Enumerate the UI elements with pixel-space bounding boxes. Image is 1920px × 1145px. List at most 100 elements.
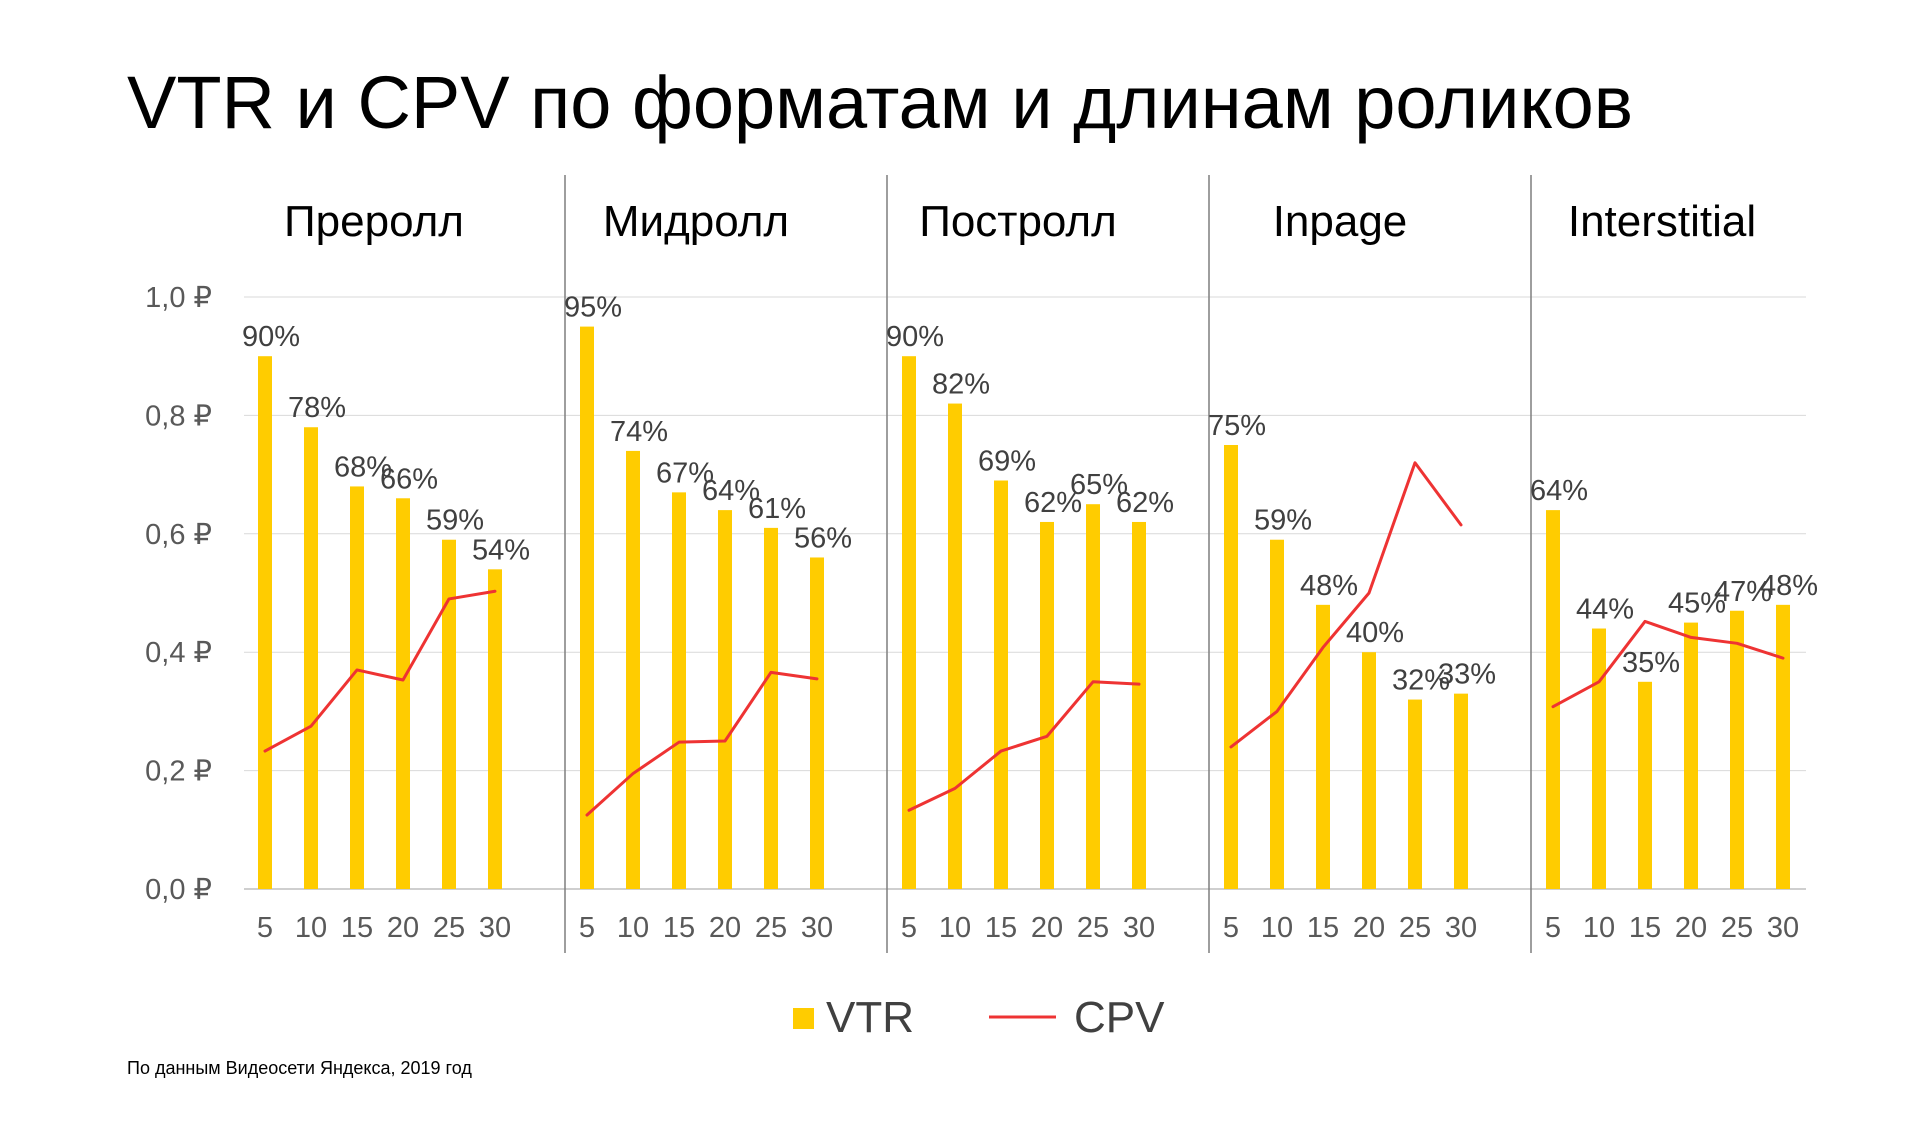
vtr-bar — [764, 527, 778, 889]
y-tick-label: 0,0 ₽ — [145, 874, 212, 906]
vtr-data-label: 47% — [1714, 576, 1772, 608]
vtr-data-label: 90% — [242, 321, 300, 353]
vtr-data-label: 75% — [1208, 410, 1266, 442]
x-tick-label: 10 — [1583, 912, 1615, 944]
page-title: VTR и CPV по форматам и длинам роликов — [127, 61, 1634, 144]
vtr-bar — [1224, 445, 1238, 889]
vtr-data-label: 32% — [1392, 665, 1450, 697]
vtr-bar — [304, 427, 318, 889]
vtr-data-label: 62% — [1116, 487, 1174, 519]
vtr-data-label: 44% — [1576, 594, 1634, 626]
vtr-bar — [1454, 693, 1468, 889]
y-tick-label: 0,4 ₽ — [145, 637, 212, 669]
x-tick-label: 20 — [1031, 912, 1063, 944]
panel-dividers — [564, 175, 1532, 953]
x-tick-label: 20 — [709, 912, 741, 944]
vtr-bar — [1040, 521, 1054, 889]
vtr-data-label: 95% — [564, 292, 622, 324]
gridlines — [244, 296, 1806, 890]
vtr-data-label: 56% — [794, 522, 852, 554]
y-tick-label: 0,8 ₽ — [145, 400, 212, 432]
vtr-data-label: 82% — [932, 369, 990, 401]
panel: Inpage 75% 59% 48% 40% 32%33% 5 10 15 20 25 30 — [1208, 197, 1496, 944]
legend-vtr-swatch — [793, 1008, 814, 1029]
legend-vtr-label: VTR — [826, 993, 914, 1042]
y-axis: 0,0 ₽ 0,2 ₽ 0,4 ₽ 0,6 ₽ 0,8 ₽ 1,0 ₽ — [145, 282, 212, 906]
vtr-bar — [1086, 504, 1100, 889]
vtr-data-label: 68% — [334, 451, 392, 483]
cpv-line — [907, 680, 1141, 812]
vtr-bar — [396, 498, 410, 889]
vtr-bar — [718, 510, 732, 889]
x-tick-label: 15 — [341, 912, 373, 944]
vtr-bar — [1684, 622, 1698, 889]
vtr-data-label: 90% — [886, 321, 944, 353]
x-tick-label: 10 — [295, 912, 327, 944]
x-tick-label: 30 — [1445, 912, 1477, 944]
cpv-line — [1229, 461, 1463, 749]
x-tick-label: 25 — [1399, 912, 1431, 944]
vtr-data-label: 48% — [1300, 570, 1358, 602]
x-tick-label: 10 — [939, 912, 971, 944]
panel-title: Преролл — [284, 197, 464, 246]
vtr-bar — [580, 326, 594, 890]
vtr-bar — [1132, 521, 1146, 889]
y-tick-label: 0,2 ₽ — [145, 756, 212, 788]
vtr-data-label: 64% — [1530, 475, 1588, 507]
vtr-data-label: 64% — [702, 475, 760, 507]
vtr-data-label: 59% — [1254, 505, 1312, 537]
vtr-bar — [1408, 699, 1422, 889]
x-tick-label: 5 — [257, 912, 273, 944]
vtr-data-label: 48% — [1760, 570, 1818, 602]
vtr-bar — [1270, 539, 1284, 889]
x-tick-label: 15 — [1629, 912, 1661, 944]
panel: Постролл 90% 82% 69% 62%65%62% 5 10 15 20 25 30 — [886, 197, 1174, 944]
x-tick-label: 25 — [755, 912, 787, 944]
panel: Мидролл 95% 74% 67%64%61%56% 5 10 15 20 25 30 — [564, 197, 852, 944]
vtr-data-label: 65% — [1070, 469, 1128, 501]
panel-title: Постролл — [919, 197, 1117, 246]
vtr-bar — [1592, 628, 1606, 889]
x-tick-label: 25 — [1077, 912, 1109, 944]
panel-title: Мидролл — [603, 197, 789, 246]
x-tick-label: 5 — [579, 912, 595, 944]
x-tick-label: 25 — [433, 912, 465, 944]
x-tick-label: 15 — [1307, 912, 1339, 944]
x-tick-label: 20 — [387, 912, 419, 944]
vtr-bar — [1316, 604, 1330, 889]
vtr-bar — [1362, 652, 1376, 889]
y-tick-label: 0,6 ₽ — [145, 519, 212, 551]
vtr-bar — [488, 569, 502, 889]
x-tick-label: 10 — [1261, 912, 1293, 944]
vtr-data-label: 59% — [426, 505, 484, 537]
vtr-data-label: 61% — [748, 493, 806, 525]
panel: Interstitial 64% 44% 35% 45%47%48% 5 10 15 20 25 3… — [1530, 197, 1818, 944]
x-tick-label: 10 — [617, 912, 649, 944]
vtr-data-label: 74% — [610, 416, 668, 448]
vtr-bar — [672, 492, 686, 889]
vtr-data-label: 78% — [288, 392, 346, 424]
x-tick-label: 20 — [1353, 912, 1385, 944]
panel-title: Inpage — [1273, 197, 1408, 246]
x-tick-label: 30 — [801, 912, 833, 944]
source-note: По данным Видеосети Яндекса, 2019 год — [127, 1058, 472, 1078]
y-tick-label: 1,0 ₽ — [145, 282, 212, 314]
vtr-data-label: 33% — [1438, 659, 1496, 691]
vtr-data-label: 40% — [1346, 617, 1404, 649]
vtr-data-label: 35% — [1622, 647, 1680, 679]
x-tick-label: 5 — [1223, 912, 1239, 944]
cpv-line — [263, 589, 497, 753]
x-tick-label: 15 — [985, 912, 1017, 944]
x-tick-label: 25 — [1721, 912, 1753, 944]
x-tick-label: 30 — [1767, 912, 1799, 944]
vtr-bar — [1730, 610, 1744, 889]
vtr-bar — [1546, 510, 1560, 889]
panel-title: Interstitial — [1568, 197, 1756, 246]
legend-cpv-label: CPV — [1074, 993, 1165, 1042]
vtr-data-label: 45% — [1668, 588, 1726, 620]
legend: VTR CPV — [793, 993, 1165, 1042]
vtr-data-label: 67% — [656, 457, 714, 489]
vtr-bar — [902, 356, 916, 889]
